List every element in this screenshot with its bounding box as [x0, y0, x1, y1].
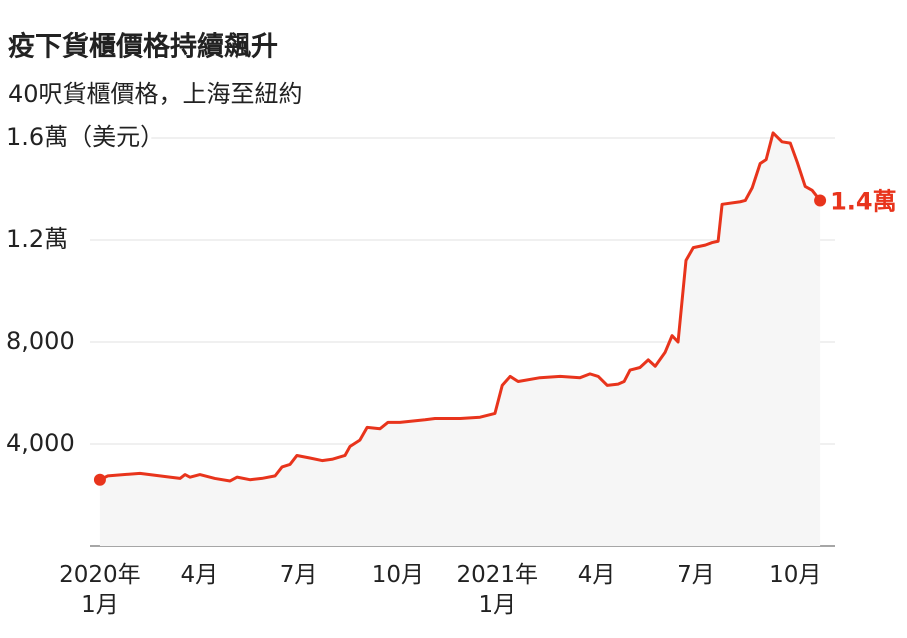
end-dot — [93, 473, 106, 486]
line — [99, 131, 822, 483]
y-tick-label: 1.6萬（美元） — [6, 123, 164, 151]
area — [99, 132, 821, 546]
y-tick-label: 1.2萬 — [6, 225, 68, 253]
x-tick-label: 10月 — [769, 562, 822, 588]
end-dot — [814, 194, 827, 207]
x-tick-label: 4月 — [577, 562, 616, 588]
x-tick-label: 4月 — [180, 562, 219, 588]
y-tick-label: 4,000 — [6, 429, 75, 457]
y-tick-label: 8,000 — [6, 327, 75, 355]
x-tick-label: 7月 — [677, 562, 715, 588]
chart-subtitle: 40呎貨櫃價格，上海至紐約 — [8, 80, 303, 108]
x-tick-label: 2021年 1月 — [456, 562, 539, 618]
end-label: 1.4萬 — [830, 187, 897, 215]
x-tick-label: 7月 — [279, 562, 318, 588]
x-tick-label: 10月 — [371, 562, 425, 588]
x-tick-label: 2020年 1月 — [59, 562, 141, 618]
chart-title: 疫下貨櫃價格持續飆升 — [8, 31, 278, 63]
